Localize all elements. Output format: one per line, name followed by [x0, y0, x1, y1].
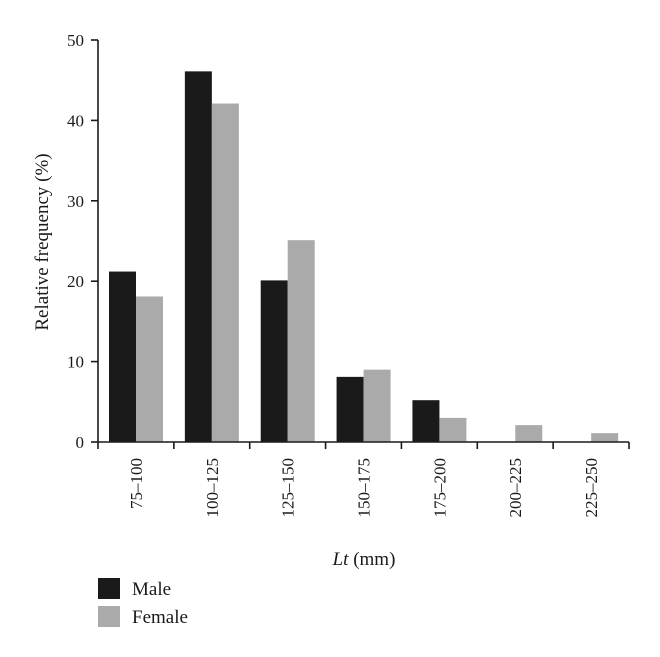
bar-male-5	[412, 400, 440, 442]
legend-swatch-male	[98, 578, 120, 599]
y-tick-label: 30	[67, 192, 84, 211]
y-tick-label: 0	[76, 433, 85, 452]
legend: Male Female	[98, 578, 188, 628]
x-axis-title-italic: Lt	[332, 549, 350, 570]
legend-label-female: Female	[132, 607, 188, 628]
x-axis-title-unit: (mm)	[348, 549, 395, 570]
y-ticks: 0 10 20 30 40 50	[67, 31, 98, 452]
bar-female-1	[136, 296, 163, 442]
legend-label-male: Male	[132, 579, 171, 600]
y-axis-title: Relative frequency (%)	[32, 153, 53, 330]
x-tick-label: 125–150	[279, 458, 298, 518]
x-axis-title: Lt (mm)	[332, 549, 396, 570]
legend-swatch-female	[98, 606, 120, 627]
bars-layer	[109, 71, 619, 443]
bar-female-7	[591, 433, 619, 442]
x-tick-label: 150–175	[355, 458, 374, 518]
x-tick-label: 175–200	[430, 458, 449, 518]
bar-male-2	[184, 71, 212, 442]
x-tick-label: 225–250	[582, 458, 601, 518]
x-tick-label: 200–225	[506, 458, 525, 518]
y-tick-label: 10	[67, 353, 84, 372]
bar-female-4	[363, 369, 391, 442]
bar-female-3	[287, 240, 315, 442]
bar-male-1	[109, 271, 136, 442]
bar-male-4	[336, 376, 364, 442]
x-ticks: 75–100 100–125 125–150 150–175 175–200 200–22…	[97, 442, 630, 518]
bar-female-2	[211, 103, 239, 443]
y-tick-label: 40	[67, 111, 84, 130]
bar-female-5	[439, 417, 467, 442]
x-tick-label: 75–100	[127, 458, 146, 509]
bar-male-3	[260, 280, 288, 442]
y-tick-label: 20	[67, 272, 84, 291]
y-tick-label: 50	[67, 31, 84, 50]
x-tick-label: 100–125	[203, 458, 222, 518]
bar-female-6	[515, 425, 543, 442]
